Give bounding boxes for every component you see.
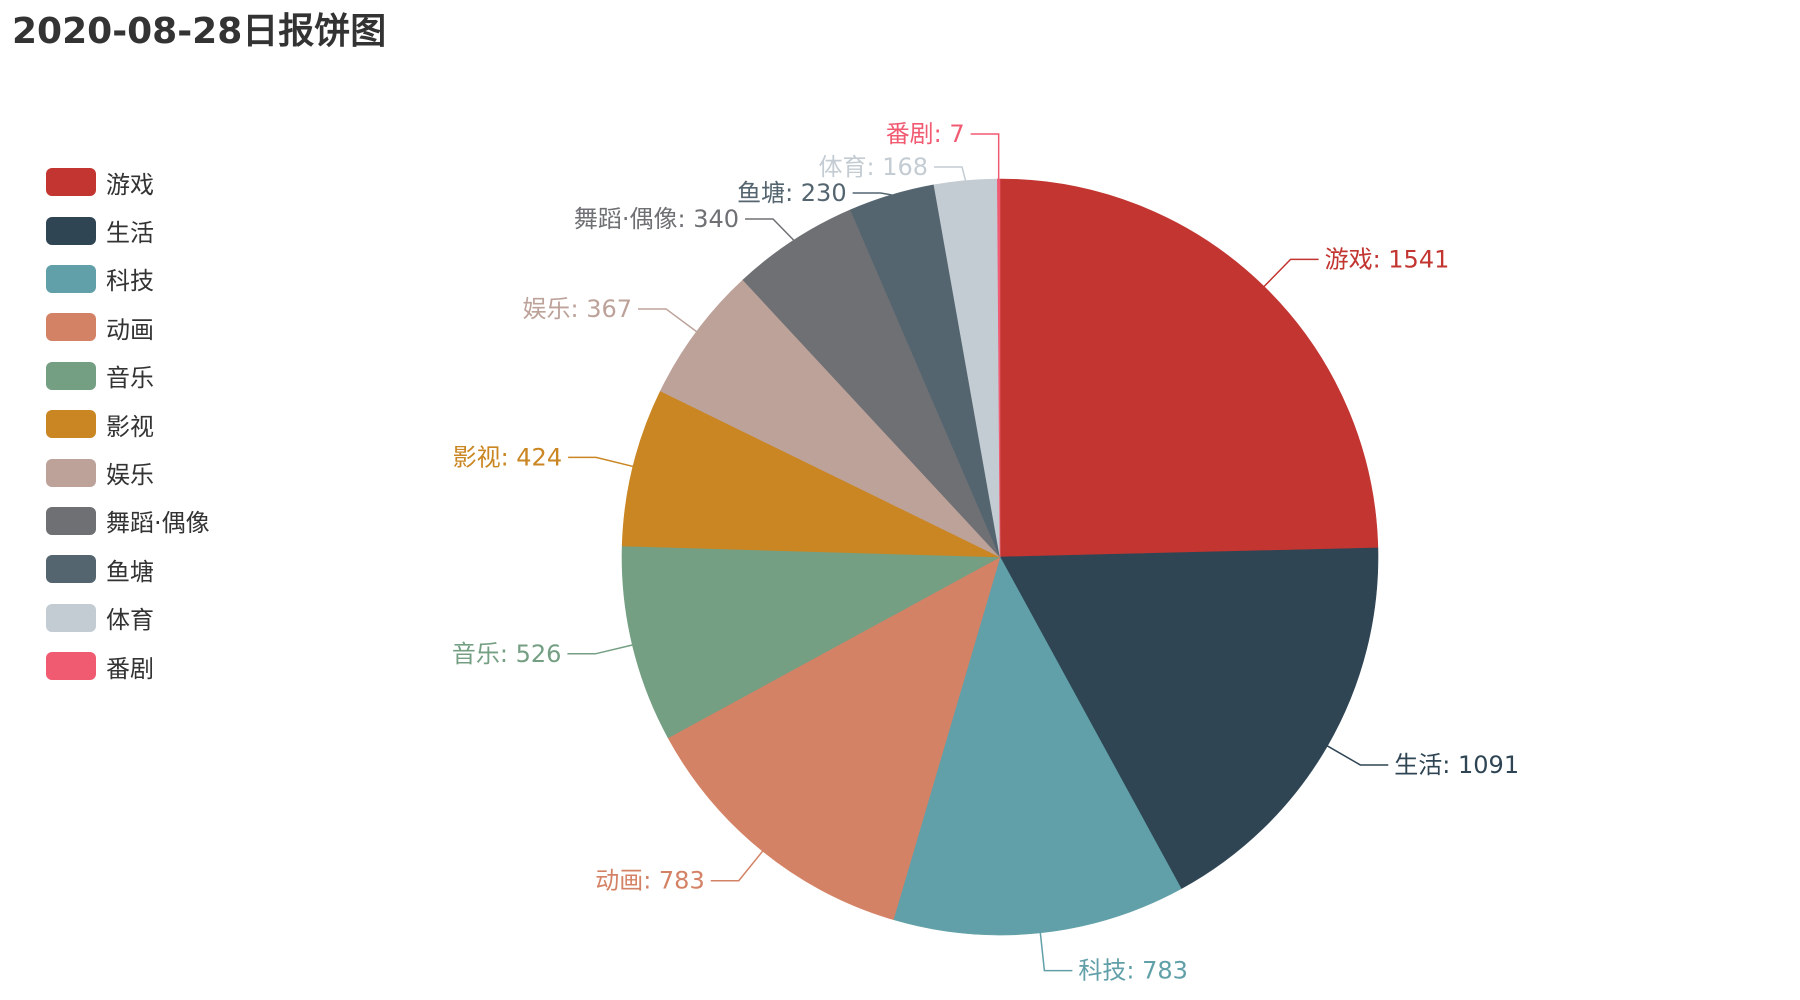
legend-swatch: [46, 652, 96, 681]
label-leader-line: [745, 218, 795, 241]
slice-label: 娱乐: 367: [523, 295, 633, 323]
legend-item[interactable]: 影视: [46, 400, 210, 448]
legend-swatch: [46, 361, 96, 390]
legend-label: 音乐: [106, 364, 154, 393]
legend-label: 生活: [106, 219, 154, 248]
legend-label: 游戏: [106, 170, 154, 199]
legend-item[interactable]: 动画: [46, 303, 210, 351]
label-leader-line: [1263, 258, 1319, 288]
legend-item[interactable]: 娱乐: [46, 448, 210, 496]
label-leader-line: [970, 133, 1000, 180]
legend-item[interactable]: 科技: [46, 255, 210, 303]
pie-slice[interactable]: [660, 279, 1001, 558]
legend-label: 番剧: [106, 654, 154, 683]
pie-slice[interactable]: [621, 390, 1001, 558]
legend-item[interactable]: 鱼塘: [46, 545, 210, 593]
label-leader-line: [1039, 932, 1073, 972]
pie-slice[interactable]: [892, 556, 1182, 936]
legend-item[interactable]: 游戏: [46, 158, 210, 206]
legend-item[interactable]: 体育: [46, 594, 210, 642]
slice-label: 生活: 1091: [1394, 751, 1519, 779]
legend-swatch: [46, 168, 96, 197]
label-leader-line: [638, 308, 697, 333]
slice-label: 音乐: 526: [452, 640, 562, 668]
pie-slice[interactable]: [667, 556, 1001, 921]
legend-swatch: [46, 506, 96, 535]
legend-item[interactable]: 舞蹈·偶像: [46, 497, 210, 545]
label-leader-line: [852, 192, 892, 196]
legend-label: 影视: [106, 412, 154, 441]
legend-item[interactable]: 音乐: [46, 352, 210, 400]
legend-swatch: [46, 410, 96, 439]
slice-label: 影视: 424: [453, 443, 563, 471]
legend-swatch: [46, 216, 96, 245]
pie-slice[interactable]: [999, 547, 1379, 890]
slice-label: 体育: 168: [819, 153, 929, 181]
chart-title: 2020-08-28日报饼图: [12, 11, 387, 52]
pie-slice[interactable]: [621, 545, 1002, 739]
legend-label: 体育: [106, 606, 154, 635]
pie-slice[interactable]: [999, 178, 1379, 558]
slice-label: 游戏: 1541: [1325, 245, 1450, 273]
legend-label: 动画: [106, 315, 154, 344]
legend-swatch: [46, 555, 96, 584]
label-leader-line: [710, 850, 764, 882]
legend-swatch: [46, 458, 96, 487]
slice-label: 鱼塘: 230: [737, 179, 847, 207]
label-leader-line: [567, 644, 633, 655]
legend-label: 科技: [106, 267, 154, 296]
legend-label: 舞蹈·偶像: [106, 509, 210, 538]
legend: 游戏生活科技动画音乐影视娱乐舞蹈·偶像鱼塘体育番剧: [46, 158, 210, 690]
slice-label: 科技: 783: [1078, 957, 1188, 985]
slice-label: 动画: 783: [595, 867, 705, 895]
label-leader-line: [934, 166, 967, 181]
legend-label: 鱼塘: [106, 557, 154, 586]
legend-swatch: [46, 313, 96, 342]
slice-label: 番剧: 7: [886, 120, 965, 148]
label-leader-line: [1327, 745, 1389, 766]
legend-swatch: [46, 264, 96, 293]
legend-item[interactable]: 生活: [46, 206, 210, 254]
label-leader-line: [568, 456, 634, 468]
legend-label: 娱乐: [106, 461, 154, 490]
slice-label: 舞蹈·偶像: 340: [574, 205, 739, 233]
legend-item[interactable]: 番剧: [46, 642, 210, 690]
legend-swatch: [46, 603, 96, 632]
